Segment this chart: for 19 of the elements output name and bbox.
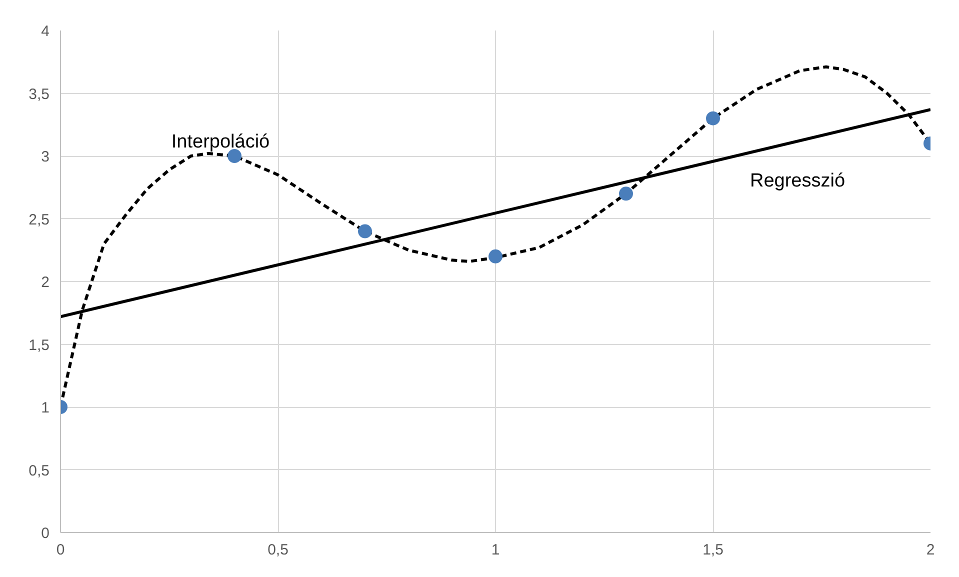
point [488,249,502,264]
x-tick-label: 1 [491,542,500,558]
y-tick-label: 2,5 [28,211,50,228]
x-tick-label: 0,5 [268,542,288,558]
y-tick-label: 1,5 [28,336,50,354]
y-tick-label: 3,5 [28,86,50,103]
point [619,186,633,201]
annotation: Regresszió [750,170,846,192]
x-tick-label: 2 [926,542,935,558]
x-tick-label: 0 [56,542,65,558]
y-tick-label: 4 [41,23,50,40]
point [358,224,372,238]
annotation: Interpoláció [171,132,270,152]
y-tick-label: 0 [41,525,50,542]
x-tick-label: 1,5 [702,542,724,558]
y-tick-label: 2 [41,274,50,291]
y-tick-label: 3 [41,148,50,166]
y-tick-label: 1 [41,400,50,416]
y-tick-label: 0,5 [28,462,50,480]
